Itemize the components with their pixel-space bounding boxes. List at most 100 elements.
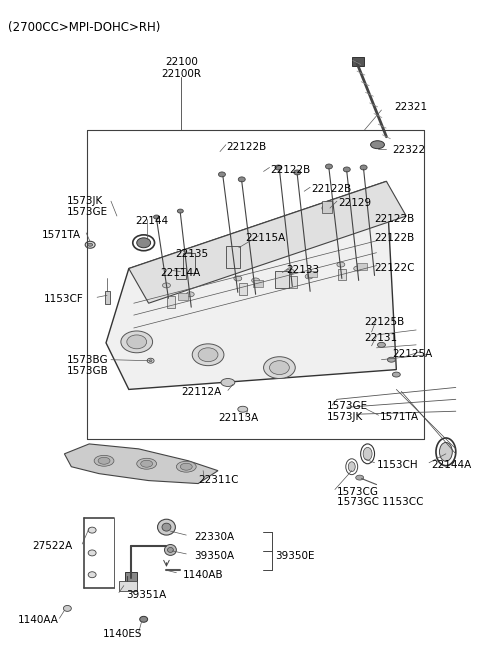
Text: 22311C: 22311C — [198, 475, 239, 485]
Ellipse shape — [439, 442, 452, 461]
Ellipse shape — [387, 357, 396, 362]
Text: 1573CG: 1573CG — [337, 487, 379, 496]
Bar — [168, 296, 175, 309]
Ellipse shape — [192, 344, 224, 365]
Ellipse shape — [140, 616, 148, 622]
Text: 1573GC 1153CC: 1573GC 1153CC — [337, 497, 423, 508]
Ellipse shape — [264, 357, 295, 379]
Text: 22100: 22100 — [165, 58, 198, 67]
Ellipse shape — [157, 519, 175, 535]
Text: 22144A: 22144A — [431, 460, 471, 470]
Ellipse shape — [147, 358, 154, 363]
Polygon shape — [64, 444, 218, 483]
Ellipse shape — [305, 274, 313, 279]
Text: 22135: 22135 — [175, 249, 208, 259]
Ellipse shape — [88, 572, 96, 578]
Ellipse shape — [356, 475, 364, 480]
Ellipse shape — [252, 278, 260, 283]
Ellipse shape — [149, 360, 152, 362]
Ellipse shape — [238, 406, 248, 412]
Bar — [338, 269, 346, 280]
Text: 22321: 22321 — [395, 102, 428, 112]
Ellipse shape — [234, 276, 242, 281]
Ellipse shape — [88, 527, 96, 533]
Ellipse shape — [392, 372, 400, 377]
Ellipse shape — [121, 331, 153, 353]
Bar — [179, 293, 188, 300]
Ellipse shape — [154, 215, 159, 219]
Bar — [125, 572, 137, 582]
Text: 22131: 22131 — [365, 333, 398, 343]
Bar — [352, 58, 364, 66]
Text: 22122B: 22122B — [374, 214, 415, 224]
Ellipse shape — [177, 209, 183, 213]
Text: 1573JK: 1573JK — [66, 196, 103, 206]
Text: 22122C: 22122C — [374, 263, 415, 272]
Bar — [176, 267, 186, 280]
Ellipse shape — [337, 262, 345, 267]
Bar — [276, 271, 289, 288]
Ellipse shape — [377, 343, 385, 347]
Ellipse shape — [168, 548, 173, 552]
Ellipse shape — [176, 461, 196, 472]
Ellipse shape — [137, 238, 151, 248]
Ellipse shape — [85, 241, 95, 248]
Text: 22113A: 22113A — [218, 413, 258, 423]
Ellipse shape — [294, 170, 300, 175]
Ellipse shape — [343, 167, 350, 172]
Text: 1140AA: 1140AA — [18, 615, 59, 626]
Text: 1573GE: 1573GE — [66, 207, 108, 217]
Ellipse shape — [162, 523, 171, 531]
Bar — [322, 201, 332, 213]
Ellipse shape — [198, 348, 218, 362]
Ellipse shape — [98, 457, 110, 464]
Text: 22122B: 22122B — [374, 233, 415, 243]
Text: 22125A: 22125A — [392, 349, 432, 359]
Ellipse shape — [363, 447, 372, 460]
Text: 22100R: 22100R — [161, 69, 201, 79]
Text: 22129: 22129 — [338, 198, 371, 208]
Text: 1573GE: 1573GE — [327, 402, 368, 411]
Text: 1573GB: 1573GB — [66, 365, 108, 376]
Ellipse shape — [88, 243, 93, 246]
Ellipse shape — [63, 605, 72, 611]
Bar — [226, 246, 240, 267]
Ellipse shape — [127, 335, 147, 349]
Text: 39350E: 39350E — [276, 551, 315, 561]
Ellipse shape — [287, 269, 294, 274]
Bar — [239, 284, 247, 295]
Text: 22112A: 22112A — [181, 388, 222, 398]
Ellipse shape — [348, 462, 355, 472]
Bar — [105, 291, 110, 304]
Ellipse shape — [180, 463, 192, 470]
Text: 1140ES: 1140ES — [103, 629, 143, 639]
Text: 39351A: 39351A — [126, 590, 166, 599]
Text: 39350A: 39350A — [194, 551, 234, 561]
Bar — [357, 263, 367, 270]
Text: 22122B: 22122B — [226, 141, 266, 152]
Ellipse shape — [325, 164, 333, 169]
Ellipse shape — [221, 379, 235, 386]
Ellipse shape — [371, 141, 384, 149]
Polygon shape — [129, 181, 406, 303]
Text: 22114A: 22114A — [160, 267, 201, 278]
Text: 22122B: 22122B — [271, 164, 311, 174]
Ellipse shape — [238, 177, 245, 182]
Text: 1571TA: 1571TA — [42, 230, 81, 240]
Text: 22322: 22322 — [392, 145, 425, 155]
Text: (2700CC>MPI-DOHC>RH): (2700CC>MPI-DOHC>RH) — [8, 21, 160, 34]
Ellipse shape — [165, 544, 176, 555]
Ellipse shape — [218, 172, 226, 177]
Text: 1153CF: 1153CF — [44, 294, 84, 305]
Ellipse shape — [141, 460, 153, 467]
Ellipse shape — [275, 165, 282, 170]
Bar — [289, 276, 297, 288]
Bar — [119, 581, 137, 591]
Text: 22133: 22133 — [287, 265, 320, 274]
Ellipse shape — [94, 455, 114, 466]
Ellipse shape — [88, 550, 96, 556]
Bar — [307, 271, 317, 278]
Ellipse shape — [360, 165, 367, 170]
Text: 1573BG: 1573BG — [66, 355, 108, 365]
Text: 27522A: 27522A — [33, 541, 73, 551]
